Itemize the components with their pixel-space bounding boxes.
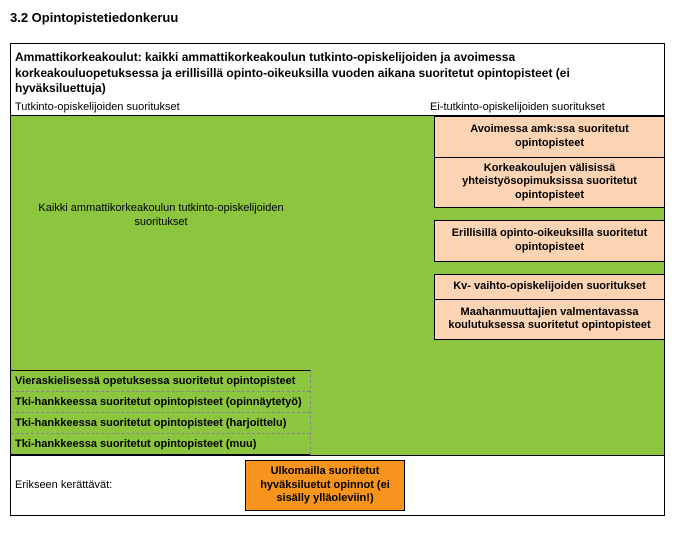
right-box: Kv- vaihto-opiskelijoiden suoritukset [434, 274, 664, 300]
right-boxes-stack: Avoimessa amk:ssa suoritetut opintopiste… [434, 116, 664, 340]
col-header-right: Ei-tutkinto-opiskelijoiden suoritukset [430, 101, 660, 113]
orange-prefix: Ulkomailla suoritetut hyväksiluetut opin… [260, 465, 380, 491]
left-main-label: Kaikki ammattikorkeakoulun tutkinto-opis… [31, 201, 291, 230]
main-title: Ammattikorkeakoulut: kaikki ammattikorke… [11, 44, 664, 101]
bottom-row: Tki-hankkeessa suoritetut opintopisteet … [11, 434, 310, 455]
right-box: Avoimessa amk:ssa suoritetut opintopiste… [434, 116, 664, 158]
col-header-left: Tutkinto-opiskelijoiden suoritukset [15, 101, 430, 113]
green-area: Kaikki ammattikorkeakoulun tutkinto-opis… [11, 115, 664, 455]
footer-row: Erikseen kerättävät: Ulkomailla suoritet… [11, 455, 664, 515]
section-heading: 3.2 Opintopistetiedonkeruu [10, 10, 667, 25]
orange-box: Ulkomailla suoritetut hyväksiluetut opin… [245, 460, 405, 511]
gap [434, 262, 664, 274]
diagram-container: Ammattikorkeakoulut: kaikki ammattikorke… [10, 43, 665, 516]
right-box: Erillisillä opinto-oikeuksilla suoritetu… [434, 220, 664, 262]
gap [434, 208, 664, 220]
bottom-row: Tki-hankkeessa suoritetut opintopisteet … [11, 413, 310, 434]
bottom-row: Tki-hankkeessa suoritetut opintopisteet … [11, 392, 310, 413]
footer-label: Erikseen kerättävät: [15, 479, 245, 491]
right-box: Korkeakoulujen välisissä yhteistyösopimu… [434, 158, 664, 208]
orange-suffix: sisälly ylläoleviin!) [276, 492, 373, 504]
right-box: Maahanmuuttajien valmentavassa koulutuks… [434, 300, 664, 340]
bottom-rows: Vieraskielisessä opetuksessa suoritetut … [11, 370, 311, 455]
orange-bold: ei [381, 479, 390, 491]
bottom-row: Vieraskielisessä opetuksessa suoritetut … [11, 371, 310, 392]
column-headers: Tutkinto-opiskelijoiden suoritukset Ei-t… [11, 101, 664, 115]
